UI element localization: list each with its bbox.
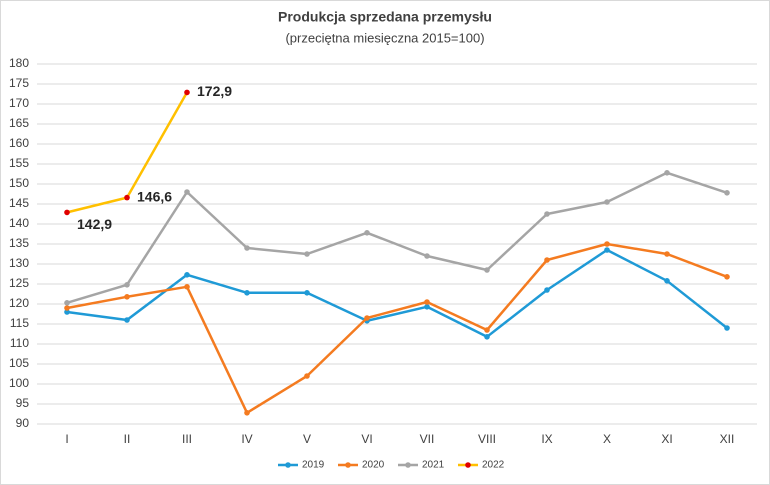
series-marker (364, 315, 370, 321)
y-tick-label: 150 (9, 176, 29, 190)
legend-marker (345, 462, 351, 468)
x-tick-label: XII (720, 432, 735, 446)
x-tick-label: III (182, 432, 192, 446)
series-marker (244, 290, 250, 296)
y-tick-label: 165 (9, 116, 29, 130)
legend-marker (465, 462, 471, 468)
series-marker (604, 247, 610, 253)
value-label: 142,9 (77, 216, 112, 232)
series-marker (124, 294, 130, 300)
series-marker (304, 373, 310, 379)
legend-label: 2020 (362, 460, 385, 471)
series-marker (244, 410, 250, 416)
series-marker (364, 230, 370, 236)
y-tick-label: 100 (9, 376, 29, 390)
series-marker (424, 253, 430, 259)
chart-title: Produkcja sprzedana przemysłu (278, 9, 492, 25)
y-tick-label: 145 (9, 196, 29, 210)
series-marker (184, 89, 190, 96)
series-marker (184, 284, 190, 290)
series-marker (484, 327, 490, 333)
y-tick-label: 170 (9, 96, 29, 110)
series-marker (724, 325, 730, 331)
series-line (66, 242, 728, 415)
series-marker (484, 334, 490, 340)
series-marker (544, 211, 550, 217)
series-marker (184, 189, 190, 195)
series-marker (424, 299, 430, 305)
legend-label: 2022 (482, 460, 505, 471)
y-tick-label: 115 (10, 316, 29, 330)
legend-marker (285, 462, 291, 468)
series-marker (604, 199, 610, 205)
y-tick-label: 130 (9, 256, 29, 270)
series-marker (424, 304, 430, 310)
series-marker (304, 290, 310, 296)
series-marker (184, 272, 190, 278)
series-marker (544, 287, 550, 293)
series-marker (64, 209, 70, 216)
x-tick-label: X (603, 432, 611, 446)
value-label: 172,9 (197, 83, 232, 99)
legend-marker (405, 462, 411, 468)
series-marker (604, 241, 610, 247)
y-tick-label: 90 (16, 416, 30, 430)
series-marker (64, 305, 70, 311)
y-tick-label: 160 (9, 136, 29, 150)
series-marker (124, 317, 130, 323)
y-tick-label: 120 (9, 296, 29, 310)
y-tick-label: 155 (9, 156, 29, 170)
series-marker (244, 245, 250, 251)
x-tick-label: IV (241, 432, 252, 446)
legend-label: 2021 (422, 460, 445, 471)
series-marker (724, 190, 730, 196)
y-tick-label: 175 (9, 76, 29, 90)
series-marker (124, 282, 130, 288)
series-marker (664, 278, 670, 284)
value-label: 146,6 (137, 188, 172, 204)
y-tick-label: 125 (9, 276, 29, 290)
series-marker (304, 251, 310, 257)
x-tick-label: XI (661, 432, 672, 446)
x-tick-label: VI (361, 432, 372, 446)
y-tick-label: 95 (16, 396, 30, 410)
x-tick-label: I (65, 432, 68, 446)
y-tick-label: 135 (9, 236, 29, 250)
series-marker (124, 194, 130, 201)
series-marker (664, 251, 670, 257)
x-tick-label: II (124, 432, 131, 446)
series-marker (484, 267, 490, 273)
series-marker (64, 300, 70, 306)
y-tick-label: 140 (9, 216, 29, 230)
series-marker (664, 170, 670, 176)
x-tick-label: VIII (478, 432, 496, 446)
x-tick-label: VII (420, 432, 435, 446)
series-marker (724, 274, 730, 280)
y-tick-label: 110 (10, 336, 29, 350)
y-tick-label: 180 (9, 56, 29, 70)
series-marker (64, 309, 70, 315)
x-tick-label: IX (541, 432, 552, 446)
series-line (66, 171, 728, 304)
x-tick-label: V (303, 432, 311, 446)
legend-label: 2019 (302, 460, 325, 471)
y-tick-label: 105 (9, 356, 29, 370)
series-marker (544, 257, 550, 263)
chart-subtitle: (przeciętna miesięczna 2015=100) (285, 30, 484, 45)
series-line (66, 248, 728, 339)
